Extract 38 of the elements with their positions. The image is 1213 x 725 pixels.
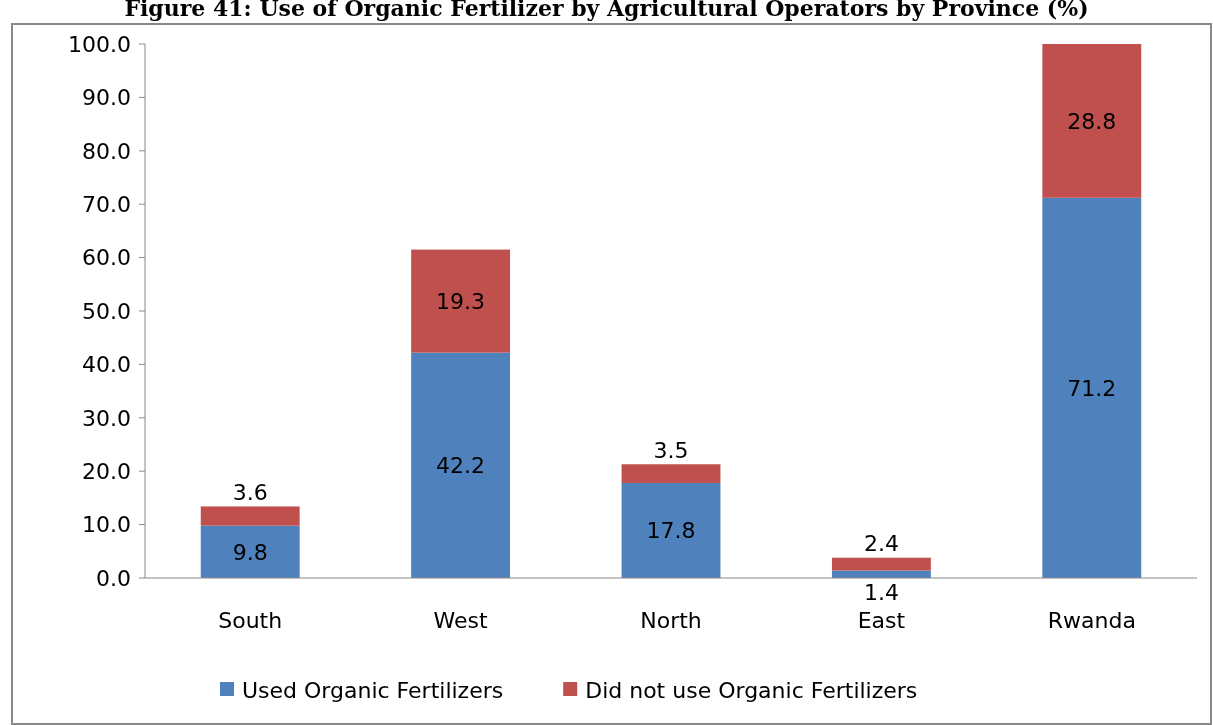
legend-label: Did not use Organic Fertilizers [585, 677, 918, 703]
data-label: 19.3 [436, 288, 486, 314]
x-tick-label: South [218, 608, 283, 633]
x-tick-label: Rwanda [1047, 608, 1136, 633]
x-tick-label: West [433, 608, 489, 633]
bar [200, 525, 300, 578]
data-label: 3.6 [232, 480, 268, 506]
y-tick-label: 40.0 [82, 352, 131, 378]
y-tick-label: 90.0 [82, 85, 131, 111]
bar [621, 464, 721, 483]
x-tick-label: North [640, 608, 702, 633]
y-tick-label: 80.0 [82, 138, 131, 164]
y-tick-label: 100.0 [68, 31, 131, 57]
y-tick-label: 50.0 [82, 298, 131, 324]
bar [411, 352, 511, 578]
y-tick-label: 60.0 [82, 245, 131, 271]
bar [1042, 44, 1142, 198]
bar [200, 506, 300, 526]
data-label: 9.8 [232, 539, 268, 565]
bar [831, 557, 931, 571]
y-tick-label: 30.0 [82, 405, 131, 431]
data-label: 1.4 [863, 579, 899, 605]
bar [1042, 197, 1142, 578]
data-label: 28.8 [1067, 108, 1117, 134]
data-label: 42.2 [436, 453, 486, 479]
y-tick-label: 10.0 [82, 512, 131, 538]
chart-title: Figure 41: Use of Organic Fertilizer by Agricultural Operators by Province (%) [124, 0, 1089, 21]
y-tick-label: 70.0 [82, 191, 131, 217]
y-tick-label: 0.0 [96, 565, 131, 591]
data-label: 71.2 [1067, 375, 1117, 401]
data-label: 17.8 [646, 518, 696, 544]
legend-label: Used Organic Fertilizers [242, 677, 504, 703]
data-label: 2.4 [863, 531, 899, 557]
y-tick-label: 20.0 [82, 458, 131, 484]
bar [411, 249, 511, 353]
x-tick-label: East [857, 608, 906, 633]
bar [621, 482, 721, 578]
data-label: 3.5 [653, 437, 689, 463]
